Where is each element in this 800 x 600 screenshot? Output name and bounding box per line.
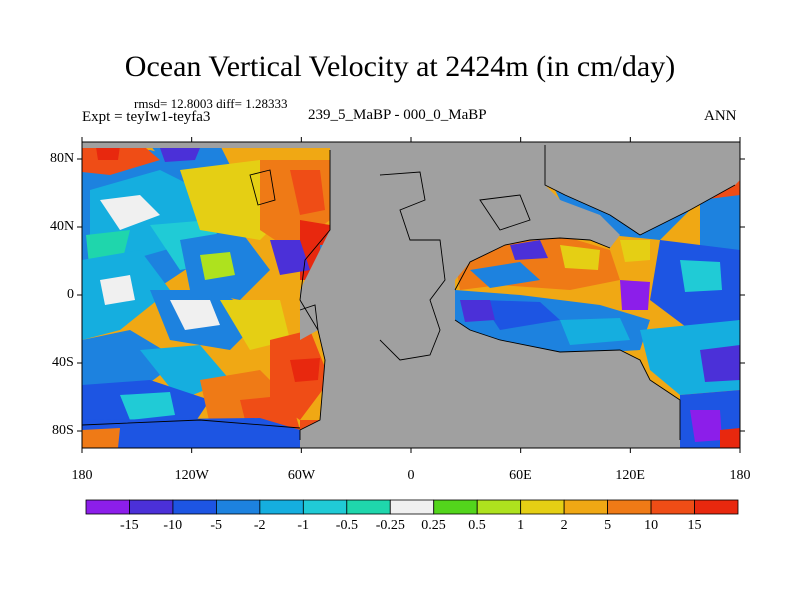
colorbar-label: 2 — [560, 518, 568, 533]
lon-tick-label: 120W — [174, 468, 209, 483]
colorbar — [85, 499, 739, 515]
colorbar-label: 0.5 — [468, 518, 486, 533]
colorbar-swatch — [563, 499, 609, 515]
subtitle: 239_5_MaBP - 000_0_MaBP — [308, 107, 487, 123]
colorbar-swatch — [433, 499, 478, 515]
colorbar-swatch — [607, 499, 652, 515]
colorbar-label: -0.25 — [375, 518, 405, 533]
lon-tick-label: 120E — [615, 468, 645, 483]
colorbar-swatch — [172, 499, 217, 515]
colorbar-swatch — [694, 499, 739, 515]
lon-tick-label: 180 — [71, 468, 93, 483]
colorbar-swatch — [520, 499, 565, 515]
colorbar-swatch — [85, 499, 130, 515]
lon-tick-label: 60W — [287, 468, 316, 483]
lon-tick-label: 0 — [407, 468, 415, 483]
colorbar-swatch — [302, 499, 348, 515]
lon-tick-label: 180 — [729, 468, 751, 483]
colorbar-label: -10 — [163, 518, 183, 533]
colorbar-swatch — [346, 499, 391, 515]
colorbar-swatch — [215, 499, 261, 515]
colorbar-label: -15 — [119, 518, 139, 533]
colorbar-label: 10 — [644, 518, 659, 533]
colorbar-swatch — [259, 499, 304, 515]
colorbar-label: 1 — [517, 518, 525, 533]
lat-tick-label: 80S — [52, 423, 74, 438]
season-label: ANN — [704, 108, 737, 124]
colorbar-swatch — [389, 499, 435, 515]
colorbar-label: 0.25 — [421, 518, 446, 533]
experiment-label: Expt = teyIw1-teyfa3 — [82, 109, 211, 125]
colorbar-label: 5 — [604, 518, 612, 533]
colorbar-swatch — [476, 499, 522, 515]
map-axes — [77, 137, 745, 453]
lat-tick-label: 0 — [67, 287, 74, 302]
map-field — [82, 142, 740, 448]
colorbar-label: -1 — [297, 518, 309, 533]
colorbar-swatch — [129, 499, 174, 515]
colorbar-label: -2 — [253, 518, 266, 533]
lat-tick-label: 40N — [50, 219, 75, 234]
chart-title: Ocean Vertical Velocity at 2424m (in cm/… — [124, 50, 676, 83]
lat-tick-label: 80N — [50, 151, 75, 166]
colorbar-label: -0.5 — [335, 518, 358, 533]
colorbar-swatch — [650, 499, 695, 515]
lon-tick-label: 60E — [509, 468, 532, 483]
colorbar-label: 15 — [687, 518, 702, 533]
stats-text: rmsd= 12.8003 diff= 1.28333 — [134, 96, 288, 111]
colorbar-label: -5 — [210, 518, 223, 533]
lat-tick-label: 40S — [52, 355, 74, 370]
